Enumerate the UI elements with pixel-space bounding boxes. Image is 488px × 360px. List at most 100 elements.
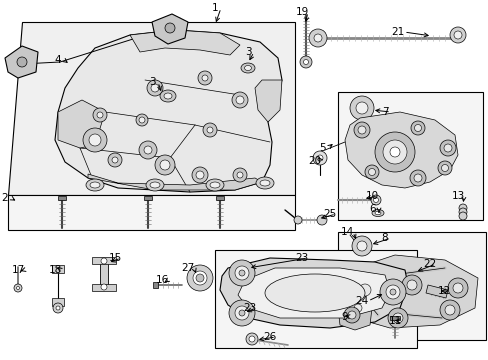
Text: 21: 21: [390, 27, 404, 37]
Circle shape: [239, 310, 244, 316]
Bar: [143, 196, 152, 200]
Circle shape: [385, 285, 399, 299]
Text: 12: 12: [436, 286, 450, 296]
Circle shape: [160, 160, 170, 170]
Circle shape: [343, 307, 359, 323]
Bar: [215, 250, 416, 348]
Text: 6: 6: [369, 204, 376, 214]
Bar: [52, 265, 64, 273]
Circle shape: [228, 260, 254, 286]
Circle shape: [379, 279, 405, 305]
Text: 3: 3: [244, 47, 251, 57]
Circle shape: [447, 278, 467, 298]
Bar: [389, 316, 399, 320]
Circle shape: [101, 258, 107, 264]
Polygon shape: [8, 195, 294, 230]
Text: 17: 17: [11, 265, 24, 275]
Circle shape: [14, 284, 22, 292]
Circle shape: [136, 114, 148, 126]
Bar: [92, 257, 116, 264]
Circle shape: [453, 31, 461, 39]
Circle shape: [202, 75, 207, 81]
Polygon shape: [425, 285, 447, 298]
Circle shape: [374, 132, 414, 172]
Circle shape: [458, 204, 466, 212]
Ellipse shape: [150, 182, 160, 188]
Circle shape: [357, 126, 365, 134]
Polygon shape: [152, 14, 187, 44]
Polygon shape: [88, 174, 262, 190]
Circle shape: [389, 289, 395, 295]
Circle shape: [193, 271, 206, 285]
Ellipse shape: [374, 211, 380, 215]
Bar: [153, 282, 158, 288]
Polygon shape: [345, 112, 457, 188]
Circle shape: [293, 216, 302, 224]
Text: 15: 15: [108, 253, 122, 263]
Circle shape: [155, 155, 175, 175]
Circle shape: [101, 284, 107, 290]
Circle shape: [93, 108, 107, 122]
Circle shape: [368, 168, 375, 175]
Circle shape: [108, 153, 122, 167]
Circle shape: [353, 122, 369, 138]
Text: 24: 24: [355, 296, 368, 306]
Circle shape: [143, 146, 152, 154]
Text: 26: 26: [263, 332, 276, 342]
Text: 23: 23: [243, 303, 256, 313]
Circle shape: [186, 265, 213, 291]
Polygon shape: [337, 300, 371, 330]
Circle shape: [206, 127, 213, 133]
Circle shape: [248, 336, 254, 342]
Circle shape: [17, 57, 27, 67]
Circle shape: [299, 56, 311, 68]
Circle shape: [437, 161, 451, 175]
Bar: [337, 92, 482, 220]
Circle shape: [458, 212, 466, 220]
Circle shape: [312, 151, 326, 165]
Circle shape: [231, 92, 247, 108]
Text: 4: 4: [55, 55, 61, 65]
Circle shape: [236, 96, 244, 104]
Circle shape: [196, 171, 203, 179]
Circle shape: [392, 313, 402, 323]
Circle shape: [355, 102, 367, 114]
Circle shape: [245, 333, 258, 345]
Circle shape: [409, 170, 425, 186]
Ellipse shape: [160, 90, 176, 102]
Circle shape: [443, 144, 451, 152]
Text: 20: 20: [308, 156, 321, 166]
Bar: [216, 196, 224, 200]
Circle shape: [89, 134, 101, 146]
Ellipse shape: [163, 93, 172, 99]
Circle shape: [235, 266, 248, 280]
Circle shape: [406, 280, 416, 290]
Circle shape: [382, 140, 406, 164]
Ellipse shape: [244, 66, 251, 71]
Polygon shape: [339, 255, 477, 328]
Polygon shape: [220, 258, 407, 328]
Text: 7: 7: [381, 107, 387, 117]
Circle shape: [347, 311, 355, 319]
Circle shape: [401, 275, 421, 295]
Circle shape: [356, 241, 366, 251]
Circle shape: [452, 283, 462, 293]
Text: 25: 25: [323, 209, 336, 219]
Text: 13: 13: [450, 191, 464, 201]
Circle shape: [413, 174, 421, 182]
Polygon shape: [238, 268, 389, 318]
Text: 8: 8: [381, 233, 387, 243]
Polygon shape: [130, 30, 240, 55]
Circle shape: [139, 141, 157, 159]
Text: 14: 14: [340, 227, 353, 237]
Circle shape: [203, 123, 217, 137]
Ellipse shape: [86, 179, 104, 191]
Ellipse shape: [371, 210, 383, 216]
Circle shape: [164, 23, 175, 33]
Circle shape: [458, 208, 466, 216]
Polygon shape: [55, 30, 282, 192]
Circle shape: [196, 274, 203, 282]
Circle shape: [410, 121, 424, 135]
Bar: [337, 232, 485, 340]
Circle shape: [313, 34, 321, 42]
